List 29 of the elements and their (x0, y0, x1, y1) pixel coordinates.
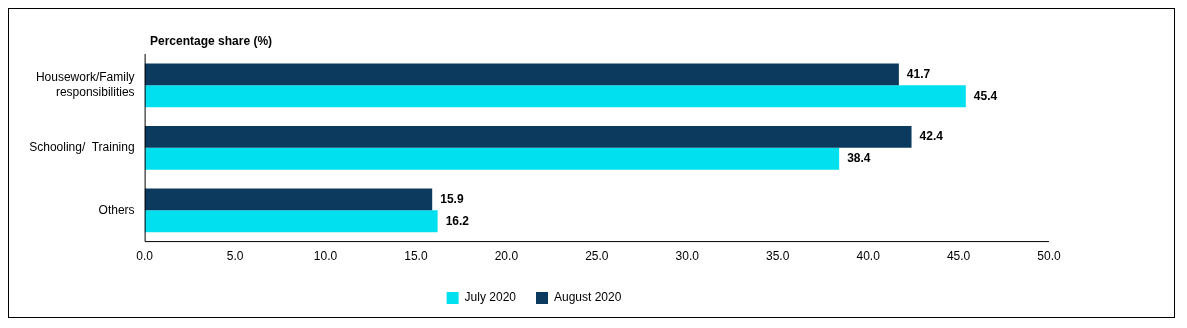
data-label: 45.4 (973, 88, 998, 103)
x-tick-label: 30.0 (675, 249, 700, 264)
legend-label: August 2020 (553, 290, 622, 305)
x-tick-label: 15.0 (404, 249, 428, 264)
x-tick-label: 45.0 (946, 249, 971, 264)
data-label: 42.4 (919, 129, 944, 144)
y-tick-label: Housework/Family responsibilities (35, 70, 135, 99)
legend-label: July 2020 (464, 290, 517, 305)
data-label: 38.4 (847, 151, 871, 166)
data-label: 15.9 (440, 191, 464, 206)
bar (144, 63, 899, 86)
data-label: 16.2 (445, 213, 470, 228)
x-tick-label: 25.0 (585, 249, 609, 264)
y-tick-label: Others (98, 202, 135, 217)
y-tick-label: Schooling/ Training (29, 140, 135, 155)
x-tick-label: 20.0 (494, 249, 519, 264)
bar (144, 147, 840, 170)
x-tick-label: 5.0 (226, 249, 244, 264)
data-label: 41.7 (906, 66, 931, 81)
x-tick-label: 35.0 (766, 249, 790, 264)
x-tick-label: 10.0 (313, 249, 338, 264)
bar (144, 125, 912, 148)
x-tick-label: 50.0 (1037, 249, 1061, 264)
x-axis-title: Percentage share (%) (150, 34, 273, 48)
bar (144, 210, 438, 233)
bar (144, 188, 433, 211)
x-tick-label: 0.0 (136, 249, 154, 264)
x-tick-label: 40.0 (856, 249, 881, 264)
bar (144, 85, 966, 108)
